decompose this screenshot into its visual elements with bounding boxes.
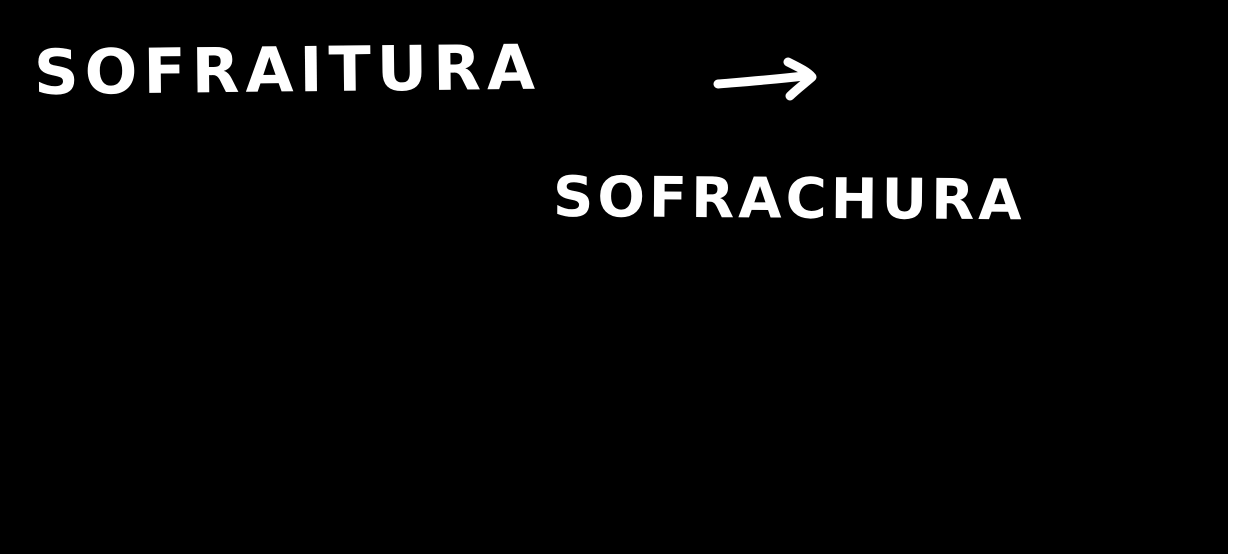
word-sofraitura: SOFRAITURA [33, 30, 542, 109]
word-sofrachura: SOFRACHURA [552, 165, 1026, 234]
right-arrow-icon [712, 56, 822, 102]
right-edge-strip [1228, 0, 1234, 554]
